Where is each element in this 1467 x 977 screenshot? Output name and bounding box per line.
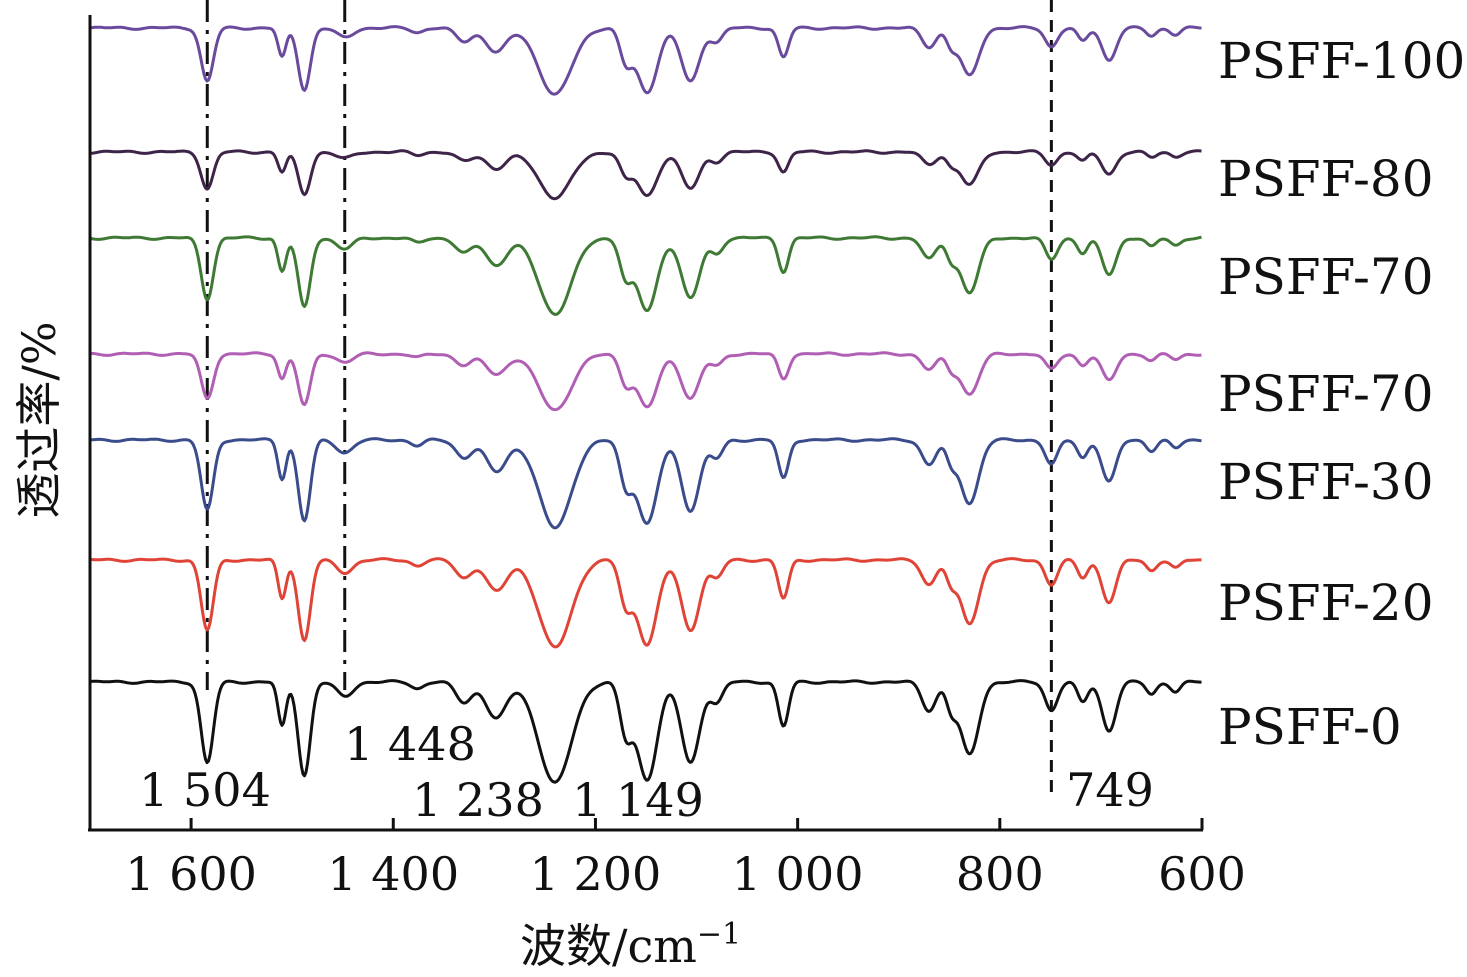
spectrum-line-3 (89, 235, 1202, 316)
x-tick-label-1400: 1 400 (327, 847, 459, 901)
spectra-curves (89, 25, 1202, 784)
peak-label-1504: 1 504 (139, 763, 271, 817)
spectrum-line-4 (90, 351, 1202, 412)
y-axis-title: 透过率/% (12, 321, 66, 518)
x-ticks: 1 600 1 400 1 200 1 000 800 600 (125, 818, 1246, 901)
peak-label-1238: 1 238 (412, 773, 544, 827)
x-tick-label-1000: 1 000 (732, 847, 864, 901)
peak-label-1448: 1 448 (344, 717, 476, 771)
spectrum-line-5 (90, 437, 1202, 530)
series-label-1: PSFF-100 (1218, 32, 1465, 90)
series-label-6: PSFF-20 (1218, 574, 1434, 632)
spectrum-line-2 (89, 149, 1202, 201)
series-label-3: PSFF-70 (1218, 248, 1434, 306)
peak-label-749: 749 (1066, 763, 1154, 817)
reference-lines (205, 0, 1053, 800)
series-label-2: PSFF-80 (1218, 150, 1434, 208)
x-tick-label-1200: 1 200 (530, 847, 662, 901)
spectrum-line-6 (89, 557, 1202, 649)
series-label-7: PSFF-0 (1218, 698, 1402, 756)
series-label-5: PSFF-30 (1218, 453, 1434, 511)
x-tick-label-800: 800 (956, 847, 1044, 901)
x-tick-label-1600: 1 600 (125, 847, 257, 901)
x-axis-title-superscript: −1 (697, 917, 741, 952)
axes (88, 15, 1203, 832)
series-labels: PSFF-100 PSFF-80 PSFF-70 PSFF-70 PSFF-30 PSFF… (1218, 32, 1465, 756)
spectrum-line-7 (89, 679, 1202, 784)
x-tick-label-600: 600 (1158, 847, 1246, 901)
spectrum-line-1 (89, 25, 1202, 96)
x-axis-title: 波数/cm−1 (520, 917, 741, 973)
peak-label-1149: 1 149 (572, 773, 704, 827)
series-label-4: PSFF-70 (1218, 365, 1434, 423)
x-axis-title-text: 波数/cm (520, 919, 697, 973)
